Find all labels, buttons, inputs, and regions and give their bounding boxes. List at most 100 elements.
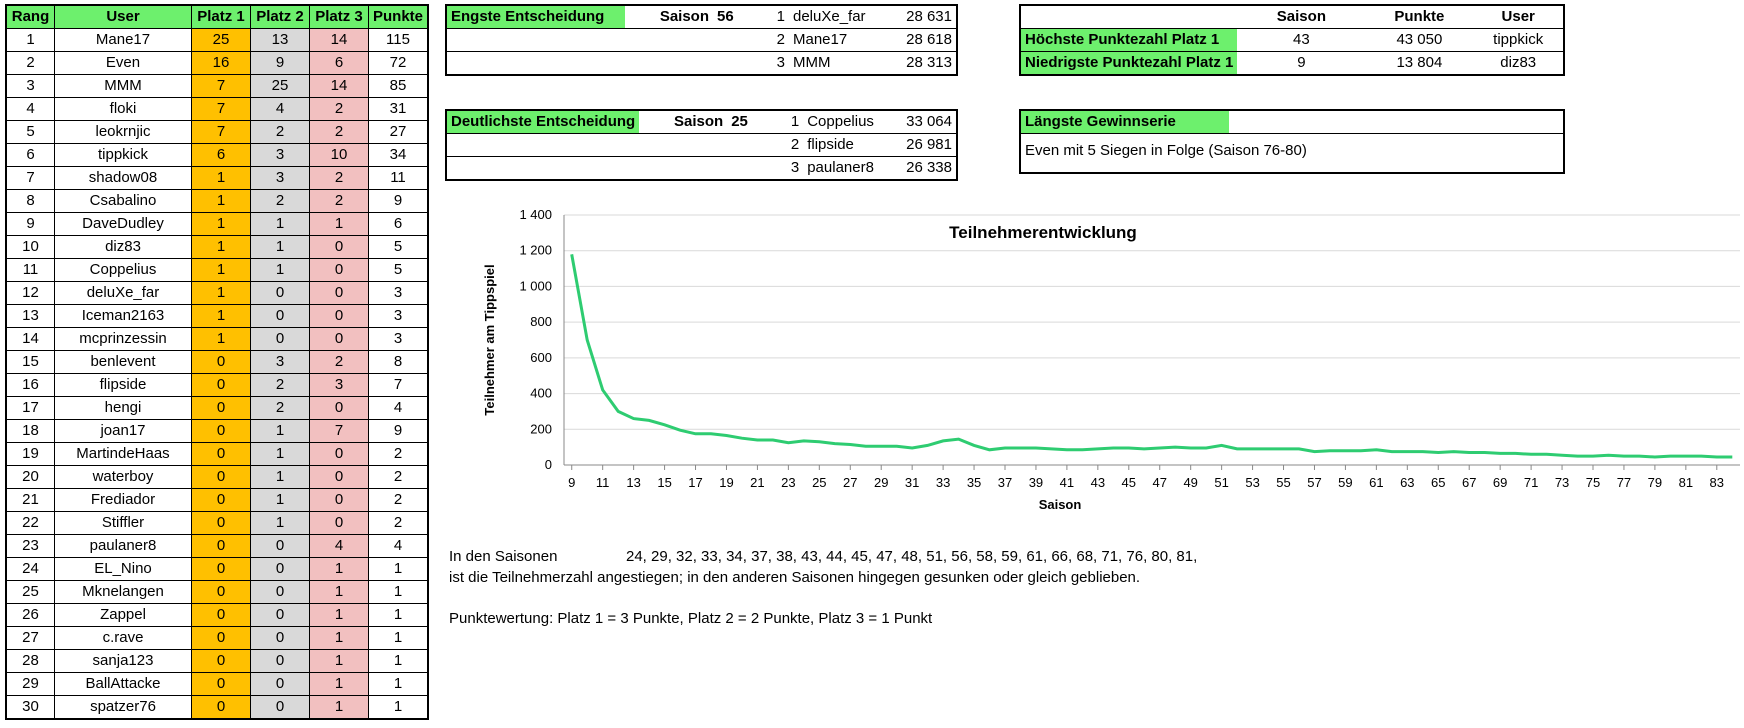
header-platz1: Platz 1	[191, 4, 251, 29]
table-row: 16 flipside 0 2 3 7	[5, 373, 429, 397]
engste-points: 28 631	[906, 8, 952, 25]
deutlichste-rank: 2	[765, 133, 804, 157]
user-cell: Frediador	[54, 488, 192, 512]
punkte-cell: 1	[368, 557, 429, 581]
platz2-cell: 0	[250, 695, 310, 720]
engste-entscheidung-box: Engste Entscheidung Saison 56 1 deluXe_f…	[445, 4, 958, 76]
punkte-cell: 4	[368, 534, 429, 558]
rank-cell: 3	[5, 74, 55, 98]
user-cell: Iceman2163	[54, 304, 192, 328]
platz1-cell: 1	[191, 212, 251, 236]
platz2-cell: 3	[250, 143, 310, 167]
rank-cell: 8	[5, 189, 55, 213]
deutlichste-saison-value: 25	[731, 113, 748, 130]
engste-rank: 1	[776, 8, 785, 25]
engste-points: 28 618	[889, 28, 956, 52]
table-row: 11 Coppelius 1 1 0 5	[5, 258, 429, 282]
table-row: 13 Iceman2163 1 0 0 3	[5, 304, 429, 328]
rank-cell: 25	[5, 580, 55, 604]
deutlichste-label: Deutlichste Entscheidung	[447, 111, 640, 134]
x-tick-label: 9	[568, 475, 575, 490]
deutlichste-user: paulaner8	[803, 156, 892, 179]
rank-cell: 30	[5, 695, 55, 720]
punkte-cell: 6	[368, 212, 429, 236]
punkte-cell: 1	[368, 695, 429, 720]
punkte-cell: 2	[368, 465, 429, 489]
user-cell: flipside	[54, 373, 192, 397]
table-row: 15 benlevent 0 3 2 8	[5, 350, 429, 374]
table-row: 12 deluXe_far 1 0 0 3	[5, 281, 429, 305]
platz2-cell: 1	[250, 419, 310, 443]
punkte-cell: 72	[368, 51, 429, 75]
platz1-cell: 0	[191, 557, 251, 581]
platz2-cell: 0	[250, 603, 310, 627]
platz1-cell: 7	[191, 74, 251, 98]
platz1-cell: 0	[191, 511, 251, 535]
platz3-cell: 10	[309, 143, 369, 167]
platz2-cell: 0	[250, 281, 310, 305]
table-row: 18 joan17 0 1 7 9	[5, 419, 429, 443]
table-row: 8 Csabalino 1 2 2 9	[5, 189, 429, 213]
punkte-cell: 1	[368, 580, 429, 604]
punkte-cell: 2	[368, 511, 429, 535]
y-tick-label: 0	[545, 457, 552, 472]
x-tick-label: 57	[1307, 475, 1321, 490]
platz1-cell: 7	[191, 120, 251, 144]
platz1-cell: 25	[191, 28, 251, 52]
table-row: 26 Zappel 0 0 1 1	[5, 603, 429, 627]
y-tick-label: 400	[530, 386, 552, 401]
platz1-cell: 0	[191, 396, 251, 420]
punkte-cell: 3	[368, 281, 429, 305]
user-cell: MartindeHaas	[54, 442, 192, 466]
platz2-cell: 3	[250, 166, 310, 190]
engste-rank: 2	[751, 28, 789, 52]
user-cell: BallAttacke	[54, 672, 192, 696]
x-tick-label: 71	[1524, 475, 1538, 490]
platz1-cell: 0	[191, 488, 251, 512]
user-cell: MMM	[54, 74, 192, 98]
streak-label: Längste Gewinnserie	[1021, 111, 1229, 133]
punkte-cell: 9	[368, 189, 429, 213]
platz1-cell: 16	[191, 51, 251, 75]
rank-cell: 19	[5, 442, 55, 466]
rank-cell: 22	[5, 511, 55, 535]
punkte-cell: 1	[368, 649, 429, 673]
y-tick-label: 1 000	[519, 278, 552, 293]
table-row: 23 paulaner8 0 0 4 4	[5, 534, 429, 558]
rank-cell: 26	[5, 603, 55, 627]
platz1-cell: 0	[191, 534, 251, 558]
engste-user: deluXe_far	[793, 8, 866, 25]
platz2-cell: 0	[250, 304, 310, 328]
platz3-cell: 2	[309, 350, 369, 374]
x-tick-label: 39	[1029, 475, 1043, 490]
table-row: 29 BallAttacke 0 0 1 1	[5, 672, 429, 696]
platz1-cell: 0	[191, 603, 251, 627]
punkte-cell: 11	[368, 166, 429, 190]
platz3-cell: 1	[309, 672, 369, 696]
rank-cell: 9	[5, 212, 55, 236]
punkte-cell: 1	[368, 672, 429, 696]
platz2-cell: 4	[250, 97, 310, 121]
x-tick-label: 59	[1338, 475, 1352, 490]
record-label-highest: Höchste Punktezahl Platz 1	[1021, 28, 1238, 52]
x-tick-label: 51	[1214, 475, 1228, 490]
ranking-body: 1 Mane17 25 13 14 115 2 Even 16 9 6 72 3 MMM 7 25 14 85 4 f…	[5, 28, 429, 720]
platz1-cell: 0	[191, 465, 251, 489]
platz2-cell: 2	[250, 120, 310, 144]
user-cell: hengi	[54, 396, 192, 420]
platz2-cell: 0	[250, 626, 310, 650]
x-tick-label: 37	[998, 475, 1012, 490]
user-cell: tippkick	[54, 143, 192, 167]
platz2-cell: 13	[250, 28, 310, 52]
deutlichste-rank: 1	[790, 113, 800, 130]
platz2-cell: 25	[250, 74, 310, 98]
platz3-cell: 1	[309, 695, 369, 720]
x-axis-label: Saison	[1039, 497, 1082, 512]
platz1-cell: 0	[191, 373, 251, 397]
platz3-cell: 7	[309, 419, 369, 443]
y-tick-label: 800	[530, 314, 552, 329]
user-cell: EL_Nino	[54, 557, 192, 581]
x-tick-label: 55	[1276, 475, 1290, 490]
saisonen-text: ist die Teilnehmerzahl angestiegen; in d…	[449, 569, 1141, 586]
rank-cell: 27	[5, 626, 55, 650]
